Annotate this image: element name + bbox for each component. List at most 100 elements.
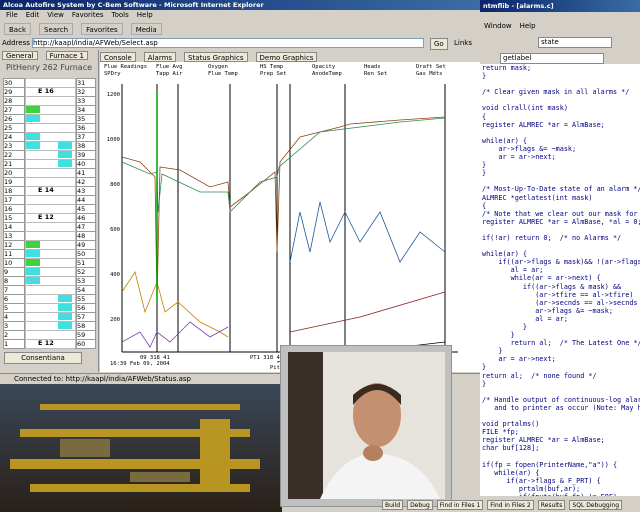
go-button[interactable]: Go [430, 38, 448, 50]
code-line [482, 242, 640, 250]
toolbar-button[interactable]: Search [39, 23, 74, 35]
row-status[interactable] [25, 339, 76, 349]
legend-label: Oxygen [208, 64, 228, 70]
code-line: while(ar) { [482, 468, 540, 477]
legend-label: SPDry [104, 71, 121, 77]
code-line [482, 129, 640, 137]
code-line: } [482, 169, 487, 178]
furnace-name: PitHenry 262 Furnace [5, 63, 93, 72]
legend-label: Prep Set [260, 71, 287, 77]
menu-item[interactable]: Window [484, 22, 512, 30]
y-axis-label: 200 [110, 317, 120, 323]
output-tabs: Build Debug Find in Files 1 Find in Files 2… [382, 500, 623, 510]
address-bar: Address http://kaapl/india/AFWeb/Select.… [2, 38, 478, 50]
code-line: { [482, 112, 487, 121]
toolbar-button[interactable]: Back [4, 23, 31, 35]
legend-label: Flue Temp [208, 71, 238, 77]
function-box[interactable]: getlabel [500, 53, 604, 64]
code-line: /* Note that we clear out our mask for a [482, 209, 640, 218]
tab[interactable]: General [2, 51, 38, 60]
code-line: al = ar; [482, 266, 544, 275]
code-line [482, 80, 640, 88]
menu-item[interactable]: Edit [25, 11, 40, 19]
tab[interactable]: Demo Graphics [255, 52, 318, 62]
legend-label: HS Temp [260, 64, 283, 70]
tab[interactable]: Find in Files 1 [436, 500, 484, 510]
status-indicator [26, 142, 40, 149]
status-indicator [58, 322, 72, 329]
code-line: if(fp = fopen(PrinterName,"a")) { [482, 460, 618, 469]
status-indicator [26, 106, 40, 113]
code-line: } [482, 379, 487, 388]
code-line: { [482, 201, 487, 210]
menu-item[interactable]: File [6, 11, 18, 19]
address-field[interactable]: http://kaapl/india/AFWeb/Select.asp [32, 38, 424, 48]
code-line: al = ar; [482, 314, 568, 323]
tab[interactable]: Alarms [143, 52, 177, 62]
code-editor[interactable]: return mask;} /* Clear given mask in all … [480, 64, 640, 496]
legend-label: Heads [364, 64, 381, 70]
status-bar: Connected to: http://kaapl/india/AFWeb/S… [0, 373, 494, 384]
code-line: void prtalms() [482, 420, 540, 429]
tab[interactable]: Status Graphics [184, 52, 248, 62]
tab[interactable]: Results [537, 500, 566, 510]
search-box[interactable]: state [538, 37, 612, 48]
furnace-button[interactable]: Consentiana [4, 352, 82, 364]
tab[interactable]: Find in Files 2 [487, 500, 534, 510]
code-line: ALMREC *getlatest(int mask) [482, 193, 593, 202]
row-label: E 16 [38, 87, 54, 95]
code-line: while(ar = ar->next) { [482, 274, 601, 283]
code-line [482, 96, 640, 104]
status-indicator [26, 115, 40, 122]
toolbar-button[interactable]: Media [130, 23, 162, 35]
row-number: 1 [3, 339, 25, 349]
status-indicator [26, 250, 40, 257]
code-line: /* Clear given mask in all alarms */ [482, 88, 630, 97]
graph-tabs: Console Alarms Status Graphics Demo Graphic… [100, 52, 318, 62]
code-line: ar->flags &= ~mask; [482, 144, 577, 153]
legend-label: AnodeTemp [312, 71, 342, 77]
legend-label: Opacity [312, 64, 336, 70]
legend-label: Flue Avg [156, 64, 183, 70]
code-line: ar = ar->next; [482, 355, 556, 364]
status-indicator [58, 313, 72, 320]
editor-menu: Window Help [484, 22, 536, 31]
factory-photo [0, 384, 282, 512]
tab[interactable]: Build [382, 500, 404, 510]
code-line: (ar->tfire == al->tfire) [482, 290, 634, 299]
code-line: } [482, 363, 487, 372]
status-indicator [58, 142, 72, 149]
menu-item[interactable]: Help [519, 22, 536, 30]
code-line: ar = ar->next; [482, 153, 556, 162]
code-line: /* Handle output of continuous-log alarm [482, 395, 640, 404]
code-line: register ALMREC *ar = AlmBase, *al = 0; [482, 217, 640, 226]
code-line: while(ar) { [482, 136, 528, 145]
tab[interactable]: Debug [407, 500, 433, 510]
code-line: return mask; [482, 64, 532, 72]
tab[interactable]: Furnace 1 [45, 51, 88, 60]
toolbar-button[interactable]: Favorites [81, 23, 123, 35]
tab[interactable]: Console [100, 52, 136, 62]
code-line [482, 177, 640, 185]
code-line [482, 388, 640, 396]
code-line: register ALMREC *ar = AlmBase; [482, 436, 605, 445]
legend-label: Gas Mdts [416, 71, 443, 77]
y-axis-label: 1200 [107, 92, 120, 98]
tab[interactable]: SQL Debugging [569, 500, 623, 510]
time-label: 09 318 41 [140, 355, 170, 361]
menu-item[interactable]: View [47, 11, 64, 19]
code-line: if(ar->flags & F_PRT) { [482, 476, 601, 485]
menu-item[interactable]: Favorites [71, 11, 104, 19]
code-line: } [482, 323, 528, 331]
furnace-panel: General Furnace 1 PitHenry 262 Furnace Co… [0, 50, 99, 372]
code-line: ar->flags &= ~mask; [482, 306, 613, 315]
code-line: } [482, 72, 487, 81]
code-line: while(ar) { [482, 250, 528, 259]
links[interactable]: Links [454, 39, 472, 47]
legend-label: Draft Set [416, 64, 446, 70]
menu-item[interactable]: Tools [111, 11, 129, 19]
code-line: return al; /* The Latest One */ [482, 339, 640, 348]
browser-title: Alcoa Autofire System by C-Bem Software … [0, 0, 483, 10]
code-line [482, 453, 640, 461]
menu-item[interactable]: Help [136, 11, 153, 19]
